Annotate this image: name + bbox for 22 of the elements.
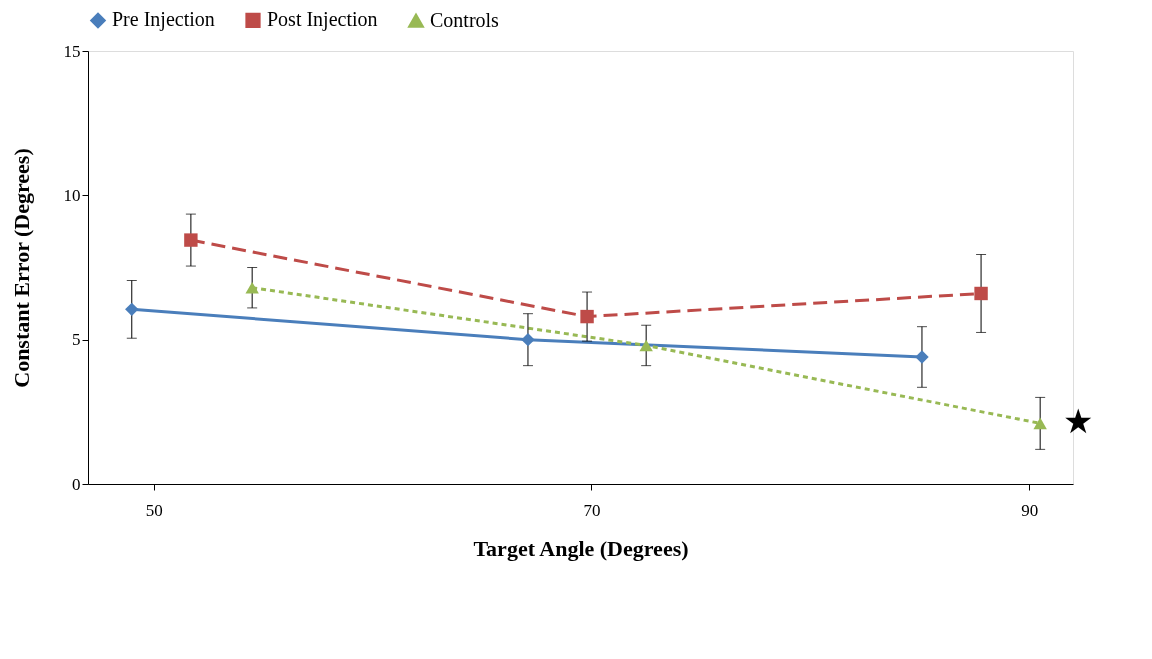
point (184, 233, 198, 247)
legend-label: Controls (430, 8, 500, 31)
x-axis-title: Target Angle (Degrees) (473, 535, 689, 561)
legend-label: Pre Injection (112, 8, 215, 32)
x-tick-label: 70 (583, 500, 601, 520)
y-tick-label: 5 (72, 330, 81, 350)
point (1033, 417, 1047, 430)
point (915, 350, 929, 364)
x-tick-label: 50 (145, 500, 163, 520)
point (639, 339, 653, 352)
x-tick-label: 90 (1021, 500, 1039, 520)
point (245, 281, 259, 294)
y-tick-label: 15 (63, 41, 81, 61)
point (580, 309, 594, 324)
y-tick-label: 10 (63, 185, 81, 205)
legend-label: Post Injection (267, 8, 378, 32)
annotation: ★ (1062, 401, 1094, 442)
point (125, 302, 139, 317)
point (974, 286, 988, 301)
y-axis-title: Constant Error (Degrees) (8, 148, 34, 388)
point (521, 332, 535, 347)
y-tick-label: 0 (72, 474, 81, 494)
